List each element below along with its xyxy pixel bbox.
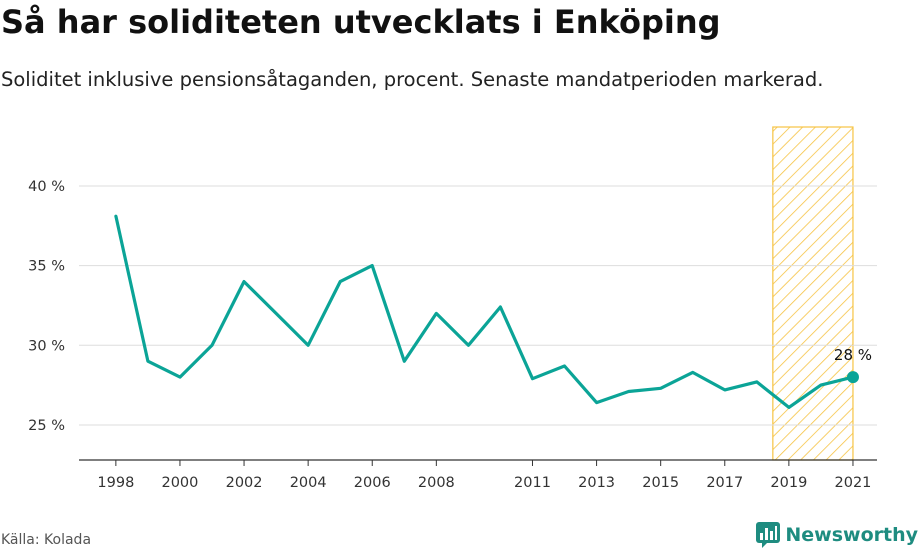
y-tick-label: 40 % — [28, 179, 65, 195]
x-tick-label: 2021 — [835, 475, 872, 491]
x-tick-label: 2015 — [642, 475, 679, 491]
source-note: Källa: Kolada — [1, 532, 92, 548]
newsworthy-logo-icon — [756, 522, 781, 548]
x-tick-label: 2006 — [354, 475, 391, 491]
brand-name: Newsworthy — [785, 524, 918, 546]
series-line — [114, 214, 855, 409]
x-tick-label: 2013 — [578, 475, 615, 491]
chart-title: Så har soliditeten utvecklats i Enköping — [1, 3, 721, 41]
highlight-period — [772, 126, 854, 461]
x-tick-label: 2008 — [418, 475, 455, 491]
x-tick-label: 2011 — [514, 475, 551, 491]
x-tick-label: 2019 — [770, 475, 807, 491]
end-value-label: 28 % — [834, 346, 872, 364]
x-tick-label: 2002 — [226, 475, 263, 491]
y-tick-label: 35 % — [28, 259, 65, 275]
x-tick-label: 1998 — [97, 475, 134, 491]
brand-logo[interactable]: Newsworthy — [756, 519, 918, 551]
y-tick-label: 30 % — [28, 338, 65, 354]
x-tick-label: 2004 — [290, 475, 327, 491]
end-point-marker — [846, 371, 859, 384]
chart-subtitle: Soliditet inklusive pensionsåtaganden, p… — [1, 68, 824, 91]
x-tick-label: 2017 — [706, 475, 743, 491]
x-tick-label: 2000 — [161, 475, 198, 491]
y-tick-label: 25 % — [28, 418, 65, 434]
